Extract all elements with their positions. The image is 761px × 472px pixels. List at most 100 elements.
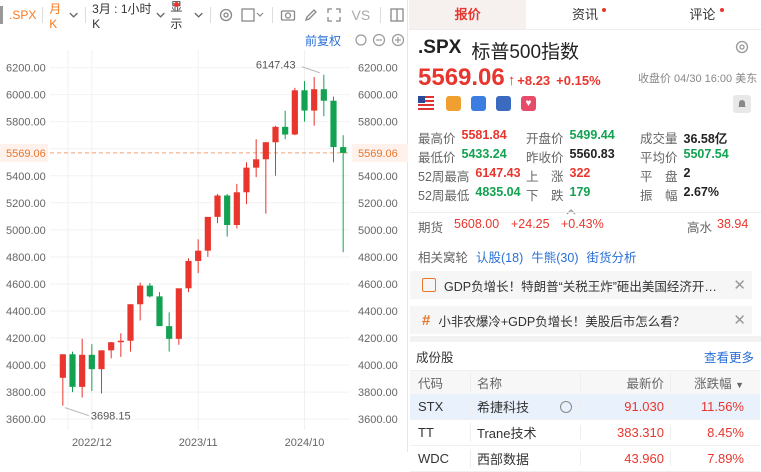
tab-info[interactable]: 资讯: [526, 0, 643, 29]
col-name[interactable]: 名称: [470, 373, 580, 392]
gear-icon[interactable]: [218, 6, 235, 24]
row-name: Trane技术: [470, 423, 580, 442]
stock-name: 标普500指数: [471, 42, 580, 63]
symbol-label[interactable]: .SPX: [9, 8, 37, 22]
tag-icon[interactable]: [471, 96, 486, 111]
square-select-icon[interactable]: [241, 6, 265, 24]
heart-icon[interactable]: ♥: [521, 96, 536, 111]
candle[interactable]: [127, 304, 134, 352]
warrants-cbbc-link[interactable]: 牛熊(30): [531, 251, 579, 265]
y-tick-label-left: 5000.00: [6, 225, 46, 237]
stat-cell: 平均价 5507.54: [640, 147, 729, 166]
stat-label: 平均价: [640, 151, 678, 165]
candle[interactable]: [320, 74, 327, 117]
candle[interactable]: [59, 354, 66, 406]
chevron-down-icon: [156, 12, 165, 18]
candle[interactable]: [272, 125, 279, 176]
undo-icon[interactable]: [355, 34, 367, 46]
table-row[interactable]: STX 希捷科技 91.030 11.56%: [410, 394, 760, 420]
range-select[interactable]: 3月 : 1小时K: [90, 0, 168, 31]
table-row[interactable]: WDC 西部数据 43.960 7.89%: [410, 446, 760, 472]
settings-gear-icon[interactable]: [734, 39, 750, 58]
tab-comment[interactable]: 评论: [644, 0, 761, 29]
candle[interactable]: [214, 194, 221, 224]
news-item[interactable]: # 小非农爆冷+GDP负增长！美股后市怎么看？ ✕: [410, 306, 752, 334]
candle[interactable]: [166, 312, 173, 352]
col-price[interactable]: 最新价: [580, 373, 670, 392]
col-symbol[interactable]: 代码: [418, 377, 444, 391]
candle-body: [185, 260, 192, 289]
close-icon[interactable]: ✕: [733, 277, 746, 294]
candle[interactable]: [224, 194, 231, 237]
low-label: 3698.15: [91, 411, 131, 423]
warrants-bull-link[interactable]: 认股(18): [476, 251, 524, 265]
news-item[interactable]: GDP负增长！特朗普“关税王炸”砸出美国经济开… ✕: [410, 271, 752, 299]
stat-cell: 平 盘 2: [640, 166, 690, 185]
candle[interactable]: [156, 292, 163, 327]
stats-row: 最低价 5433.24 昨收价 5560.83 平均价 5507.54: [418, 147, 758, 166]
warrants-street-link[interactable]: 街货分析: [586, 251, 637, 265]
display-menu[interactable]: 显示: [168, 0, 206, 31]
chart-panel: .SPX 月K 3月 : 1小时K 显示 VS 2022/12 2023/11 2: [0, 0, 408, 452]
table-row[interactable]: TT Trane技术 383.310 8.45%: [410, 420, 760, 446]
candle[interactable]: [195, 239, 202, 274]
stat-label: 52周最低: [418, 189, 470, 203]
futures-row[interactable]: 期货 5608.00 +24.25 +0.43% 高水 38.94: [418, 217, 753, 235]
candle[interactable]: [301, 81, 308, 122]
runner-icon[interactable]: [446, 96, 461, 111]
candle[interactable]: [108, 342, 115, 359]
panel-toggle[interactable]: [0, 6, 3, 24]
view-more-link[interactable]: 查看更多: [703, 351, 754, 365]
candle[interactable]: [262, 141, 269, 214]
stat-cell: 开盘价 5499.44: [526, 128, 615, 147]
candle[interactable]: [88, 344, 95, 392]
candle[interactable]: [175, 288, 182, 345]
split-view-icon[interactable]: [388, 6, 405, 24]
candle[interactable]: [185, 258, 192, 293]
document-icon[interactable]: [496, 96, 511, 111]
close-icon[interactable]: ✕: [733, 312, 746, 329]
candle[interactable]: [98, 350, 105, 394]
futures-pct: +0.43%: [561, 217, 604, 231]
fq-label[interactable]: 前复权: [305, 33, 341, 48]
candle-body: [166, 326, 173, 339]
period-select[interactable]: 月K: [47, 0, 81, 31]
candle[interactable]: [291, 87, 298, 136]
candle[interactable]: [330, 96, 337, 163]
col-change[interactable]: 涨跌幅 ▼: [670, 373, 750, 392]
futures-change: +24.25: [511, 217, 550, 231]
vs-button[interactable]: VS: [351, 7, 371, 23]
eye-icon[interactable]: [560, 400, 572, 413]
zoom-out-icon[interactable]: [372, 33, 386, 47]
y-tick-label-left: 5800.00: [6, 117, 46, 129]
candle[interactable]: [311, 77, 318, 126]
candle[interactable]: [253, 139, 260, 178]
stat-cell: 最低价 5433.24: [418, 147, 507, 166]
candlestick-chart[interactable]: 2022/12 2023/11 2024/10 6200.00 6200.00 6000.…: [0, 30, 408, 452]
premium-label: 高水: [687, 221, 713, 235]
col-change-label: 涨跌幅: [694, 377, 732, 391]
candle[interactable]: [137, 282, 144, 321]
tab-quote[interactable]: 报价: [409, 0, 527, 29]
arrow-up-icon: ↑: [507, 72, 516, 89]
candle-body: [233, 192, 240, 225]
candle[interactable]: [233, 183, 240, 229]
candle[interactable]: [204, 216, 211, 257]
fullscreen-icon[interactable]: [326, 6, 343, 24]
candle-body: [195, 250, 202, 261]
pen-icon[interactable]: [303, 6, 320, 24]
y-tick-label-left: 5400.00: [6, 171, 46, 183]
zoom-in-icon[interactable]: [391, 33, 405, 47]
y-tick-label-left: 4400.00: [6, 306, 46, 318]
candle[interactable]: [282, 110, 289, 140]
candle[interactable]: [117, 333, 124, 357]
candle[interactable]: [243, 162, 250, 205]
camera-icon[interactable]: [280, 6, 297, 24]
notification-dot: [719, 8, 724, 12]
candle[interactable]: [340, 135, 347, 253]
futures-label: 期货: [418, 221, 444, 235]
candle[interactable]: [146, 283, 153, 298]
bell-icon[interactable]: [733, 95, 751, 113]
candle[interactable]: [79, 338, 86, 398]
candle[interactable]: [69, 351, 76, 393]
